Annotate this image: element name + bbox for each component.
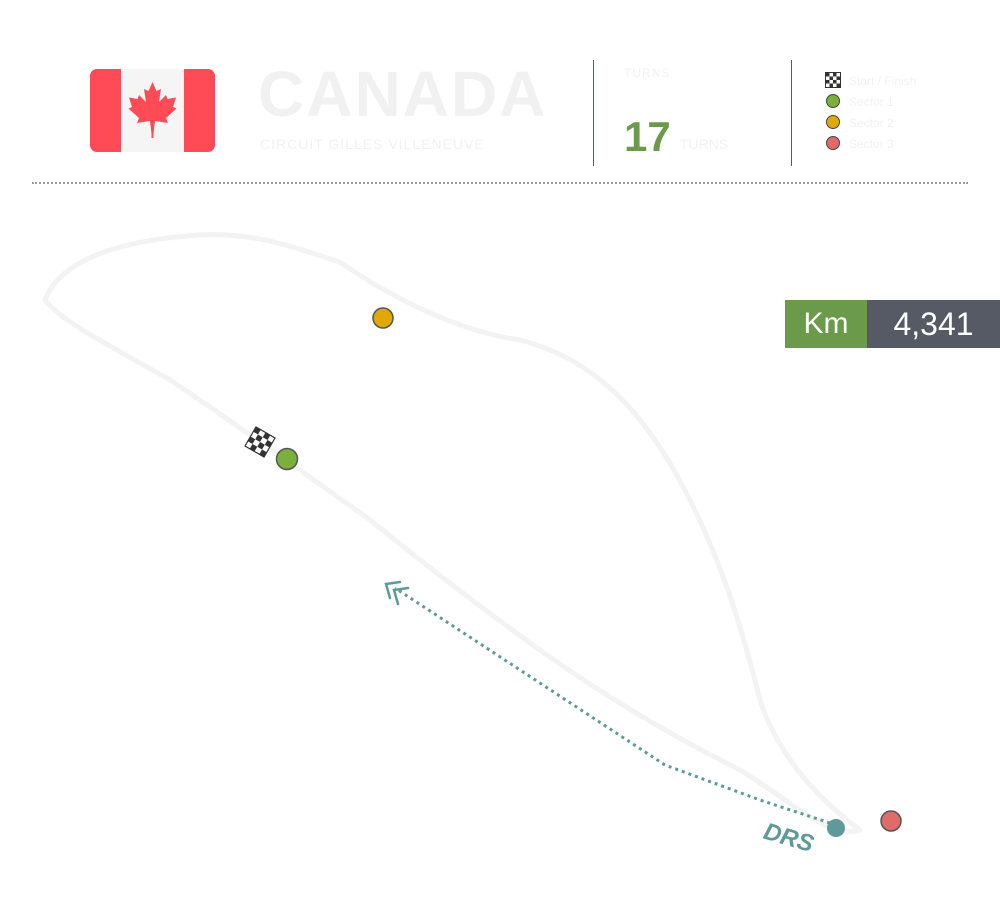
circuit-name: CIRCUIT GILLES VILLENEUVE xyxy=(260,136,485,152)
legend-label: Sector 3 xyxy=(849,137,894,151)
header-divider xyxy=(32,182,968,184)
track-length-badge: Km 4,341 xyxy=(785,300,1000,348)
length-value: 4,341 xyxy=(867,300,1000,348)
legend-label: Sector 2 xyxy=(849,116,894,130)
sector-3-marker xyxy=(880,810,902,832)
legend-label: Sector 1 xyxy=(849,95,894,109)
drs-zone-path xyxy=(394,586,831,825)
turns-label: TURNS xyxy=(624,66,671,80)
header-separator xyxy=(593,60,594,166)
country-title: CANADA xyxy=(258,58,548,130)
sector-2-marker xyxy=(372,307,394,329)
checkered-flag-icon xyxy=(244,426,276,458)
yellow-dot-icon xyxy=(826,115,840,129)
turns-unit: TURNS xyxy=(680,136,729,152)
canada-flag-icon xyxy=(90,69,215,152)
drs-arrow-icon xyxy=(384,580,410,606)
header-separator xyxy=(791,60,792,166)
checkered-flag-icon xyxy=(825,72,841,88)
sector-1-marker xyxy=(275,447,299,471)
track-outline xyxy=(42,232,863,834)
legend-label: Start / Finish xyxy=(849,74,917,88)
drs-detection-dot xyxy=(827,819,845,837)
green-dot-icon xyxy=(826,94,840,108)
length-unit: Km xyxy=(785,300,867,348)
turns-count: 17 xyxy=(624,113,671,160)
red-dot-icon xyxy=(826,136,840,150)
